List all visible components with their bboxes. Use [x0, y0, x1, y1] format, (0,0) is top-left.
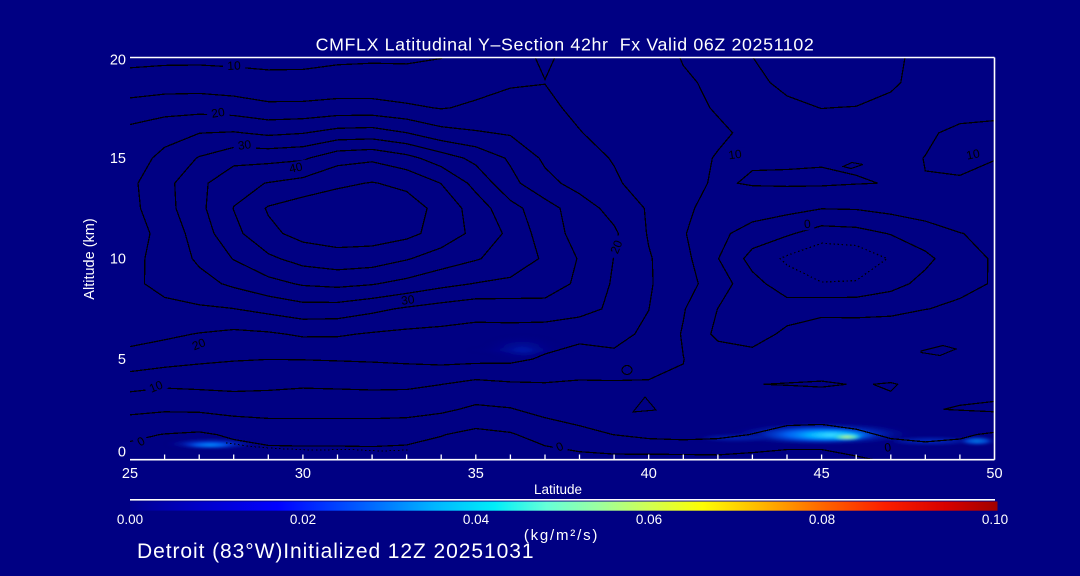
svg-text:CMFLX Latitudinal Y–Section 42: CMFLX Latitudinal Y–Section 42hr Fx Vali…: [316, 35, 815, 55]
svg-text:Latitude: Latitude: [534, 482, 582, 497]
svg-text:30: 30: [295, 466, 311, 482]
svg-text:30: 30: [400, 292, 415, 308]
svg-text:10: 10: [147, 378, 165, 396]
svg-text:20: 20: [607, 238, 625, 256]
svg-text:0.02: 0.02: [290, 512, 316, 527]
svg-text:Altitude (km): Altitude (km): [82, 218, 98, 299]
svg-text:0.06: 0.06: [636, 512, 662, 527]
svg-text:50: 50: [986, 466, 1002, 482]
svg-text:Detroit (83°W)Initialized 12Z: Detroit (83°W)Initialized 12Z 20251031: [137, 540, 534, 563]
svg-text:25: 25: [122, 466, 138, 482]
svg-text:0: 0: [884, 440, 893, 455]
svg-text:20: 20: [190, 335, 208, 353]
svg-text:0.04: 0.04: [463, 512, 490, 527]
svg-text:0.10: 0.10: [982, 512, 1008, 527]
svg-text:0: 0: [803, 217, 811, 232]
svg-text:5: 5: [118, 352, 126, 368]
svg-text:30: 30: [237, 137, 252, 153]
svg-text:0: 0: [118, 445, 126, 461]
svg-text:0.08: 0.08: [809, 512, 835, 527]
svg-text:20: 20: [110, 53, 126, 69]
svg-text:10: 10: [965, 146, 981, 163]
svg-text:35: 35: [468, 466, 484, 482]
svg-text:40: 40: [288, 159, 304, 176]
svg-text:40: 40: [641, 466, 657, 482]
svg-text:20: 20: [210, 105, 226, 121]
svg-text:15: 15: [110, 151, 126, 167]
svg-text:10: 10: [727, 147, 742, 163]
svg-text:45: 45: [814, 466, 830, 482]
svg-text:10: 10: [227, 58, 241, 73]
svg-text:10: 10: [110, 252, 126, 268]
svg-text:(kg/m²/s): (kg/m²/s): [524, 527, 599, 544]
svg-text:0.00: 0.00: [117, 512, 143, 527]
